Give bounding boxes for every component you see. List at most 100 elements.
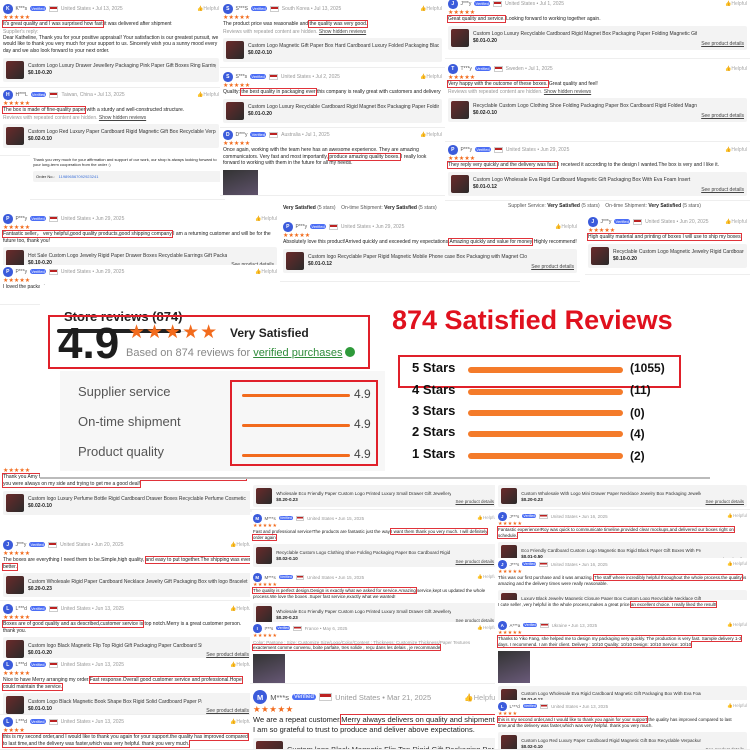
product-title[interactable]: Luxury Black Jewelry Magnetic Closure Pa…	[521, 595, 702, 601]
helpful-button[interactable]: 👍Helpful	[230, 542, 252, 548]
product-title[interactable]: Custom logo Recyclable Paper Rigid Magne…	[308, 254, 528, 261]
product-title[interactable]: Custom Logo Wholesale Eva Rigid Cardboar…	[521, 691, 702, 697]
product-row[interactable]: Custom Logo Luxury Recyclable Cardboard …	[448, 25, 747, 50]
product-title[interactable]: Custom Logo Red Luxury Paper Cardboard R…	[28, 129, 216, 136]
see-product-details-link[interactable]: See product details	[701, 40, 744, 47]
see-product-details-link[interactable]: See product details	[705, 499, 744, 505]
product-title[interactable]: Wholesale Eco Friendly Paper Custom Logo…	[276, 608, 452, 614]
helpful-button[interactable]: 👍Helpful	[230, 719, 252, 725]
helpful-button[interactable]: 👍Helpful	[230, 662, 252, 668]
helpful-button[interactable]: 👍Helpful	[727, 703, 747, 709]
product-title[interactable]: Hot Sale Custom Logo Jewelry Rigid Paper…	[28, 252, 228, 259]
product-row[interactable]: Custom Logo Wholesale Eva Rigid Cardboar…	[448, 171, 747, 196]
product-row[interactable]: Custom Logo Red Luxury Paper Cardboard R…	[3, 123, 219, 148]
helpful-button[interactable]: 👍Helpful	[420, 6, 442, 12]
sub-rating-bar	[242, 424, 350, 427]
helpful-button[interactable]: 👍Helpful	[555, 224, 577, 230]
product-row[interactable]: Recyclable Custom Logo Clothing Shoe Fol…	[448, 97, 747, 122]
helpful-button[interactable]: 👍Helpful	[725, 219, 747, 225]
see-product-details-link[interactable]: See product details	[701, 186, 744, 193]
product-row[interactable]: Custom Wholesale Rigid Paper Cardboard N…	[3, 573, 252, 598]
helpful-button[interactable]: 👍Helpful	[727, 622, 747, 628]
helpful-button[interactable]: 👍Helpful	[725, 1, 747, 7]
product-row[interactable]: Custom logo Recyclable Paper Rigid Magne…	[283, 248, 577, 273]
product-row[interactable]: Custom logo Luxury Perfume Bottle Rigid …	[3, 490, 252, 515]
helpful-button[interactable]: 👍Helpful	[477, 574, 497, 580]
product-row[interactable]: Custom Logo Luxury Drawer Jewellery Pack…	[3, 57, 219, 82]
product-row[interactable]: Custom Logo Black Magnetic Book Shape Bo…	[3, 693, 252, 715]
helpful-button[interactable]: 👍Helpful	[230, 606, 252, 612]
product-row[interactable]: Custom Logo Red Luxury Paper Cardboard R…	[498, 732, 747, 750]
country-flag-icon	[48, 662, 58, 668]
product-title[interactable]: Custom logo Black Magnetic Flip Top Rigi…	[28, 642, 202, 649]
see-product-details-link[interactable]: See product details	[531, 263, 574, 270]
product-info: Custom logo Black Magnetic Flip Top Rigi…	[287, 744, 494, 750]
review-photo[interactable]	[253, 654, 285, 683]
product-row[interactable]: Custom logo Black Magnetic Flip Top Rigi…	[3, 637, 252, 659]
product-row[interactable]: Custom logo Black Magnetic Flip Top Rigi…	[253, 737, 497, 750]
order-number-link[interactable]: 119896567092923241	[58, 173, 99, 179]
product-title[interactable]: Custom Logo Luxury Recyclable Cardboard …	[248, 104, 439, 111]
product-title[interactable]: Custom Logo Magnetic Gift Paper Box Hard…	[248, 43, 439, 50]
review-photo[interactable]	[498, 651, 530, 683]
variant-info: Color: Pantone ; Size: Customize Size/Lo…	[253, 640, 471, 646]
highlighted-text: Fast response.Overall good customer serv…	[2, 675, 243, 691]
product-row[interactable]: Custom Logo Luxury Recyclable Cardboard …	[223, 98, 442, 123]
see-product-details-link[interactable]: See product details	[455, 499, 494, 505]
reviewer-meta: M M***s Verified United States • Jun 15, 20…	[253, 514, 497, 523]
review-photo[interactable]	[223, 170, 258, 195]
see-product-details-link[interactable]: See product details	[206, 708, 249, 715]
show-hidden-reviews-link[interactable]: Show hidden reviews	[98, 114, 147, 121]
helpful-button[interactable]: 👍Helpful	[464, 693, 497, 702]
product-title[interactable]: Custom Wholesale With Logo Mini Drawer P…	[521, 490, 701, 496]
helpful-button[interactable]: 👍Helpful	[420, 132, 442, 138]
see-product-details-link[interactable]: See product details	[455, 617, 494, 623]
product-thumbnail	[6, 696, 24, 714]
location-date: United States • Jun 29, 2025	[60, 215, 125, 222]
helpful-button[interactable]: 👍Helpful	[725, 147, 747, 153]
helpful-button[interactable]: 👍Helpful	[197, 92, 219, 98]
product-title[interactable]: Recyclable Custom Logo Magnetic Jewelry …	[613, 249, 744, 256]
product-title[interactable]: Recyclable Custom Logo Clothing Shoe Fol…	[473, 103, 698, 110]
verified-purchases-link[interactable]: verified purchases	[253, 347, 343, 359]
helpful-button[interactable]: 👍Helpful	[725, 66, 747, 72]
review-card: D D***y Verified Australia • Jul 1, 2025 👍He…	[220, 128, 445, 196]
product-title[interactable]: Custom Logo Luxury Drawer Jewellery Pack…	[28, 63, 216, 70]
helpful-button[interactable]: 👍Helpful	[255, 216, 277, 222]
see-product-details-link[interactable]: See product details	[455, 558, 494, 564]
product-row[interactable]: Custom Logo Magnetic Gift Paper Box Hard…	[223, 37, 442, 62]
star-level-count: (1055)	[630, 361, 665, 375]
see-product-details-link[interactable]: See product details	[206, 652, 249, 659]
show-hidden-reviews-link[interactable]: Show hidden reviews	[318, 28, 367, 35]
product-row[interactable]: Wholesale Eco Friendly Paper Custom Logo…	[253, 603, 497, 625]
product-row[interactable]: Custom Wholesale With Logo Mini Drawer P…	[498, 485, 747, 508]
helpful-button[interactable]: 👍Helpful	[727, 561, 747, 567]
product-title[interactable]: Custom Wholesale Rigid Paper Cardboard N…	[28, 578, 248, 585]
product-title[interactable]: Custom Logo Luxury Recyclable Cardboard …	[473, 31, 697, 38]
product-title[interactable]: Recyclable Custom Logo Clothing Shoe Fol…	[276, 549, 451, 555]
product-row[interactable]: Wholesale Eco Friendly Paper Custom Logo…	[253, 485, 497, 508]
product-title[interactable]: Custom Logo Red Luxury Paper Cardboard R…	[521, 737, 701, 743]
helpful-button[interactable]: 👍Helpful	[477, 515, 497, 521]
product-title[interactable]: Custom logo Luxury Perfume Bottle Rigid …	[28, 496, 246, 503]
product-row[interactable]: Custom Logo Wholesale Eva Rigid Cardboar…	[498, 685, 747, 700]
helpful-label: Helpful	[731, 65, 747, 72]
show-hidden-reviews-link[interactable]: Show hidden reviews	[543, 88, 592, 95]
product-thumbnail	[256, 488, 273, 505]
helpful-button[interactable]: 👍Helpful	[255, 269, 277, 275]
product-row[interactable]: Recyclable Custom Logo Clothing Shoe Fol…	[253, 544, 497, 567]
product-title[interactable]: Custom Logo Black Magnetic Book Shape Bo…	[28, 698, 202, 705]
product-title[interactable]: Custom logo Black Magnetic Flip Top Rigi…	[287, 744, 494, 750]
product-title[interactable]: Custom Logo Wholesale Eva Rigid Cardboar…	[473, 177, 691, 184]
see-product-details-link[interactable]: See product details	[705, 746, 744, 750]
review-text: Quality: the best quality in packaging e…	[223, 87, 442, 96]
product-title[interactable]: Eco Friendly Cardboard Custom Logo Magne…	[521, 547, 701, 553]
see-product-details-link[interactable]: See product details	[701, 112, 744, 119]
helpful-button[interactable]: 👍Helpful	[727, 513, 747, 519]
product-row[interactable]: Recyclable Custom Logo Magnetic Jewelry …	[588, 243, 747, 268]
helpful-button[interactable]: 👍Helpful	[477, 625, 497, 631]
helpful-button[interactable]: 👍Helpful	[420, 74, 442, 80]
helpful-button[interactable]: 👍Helpful	[197, 6, 219, 12]
review-card: I I***s Verified France • May 6, 2025 👍Helpf…	[250, 622, 500, 684]
product-title[interactable]: Wholesale Eco Friendly Paper Custom Logo…	[276, 490, 452, 496]
